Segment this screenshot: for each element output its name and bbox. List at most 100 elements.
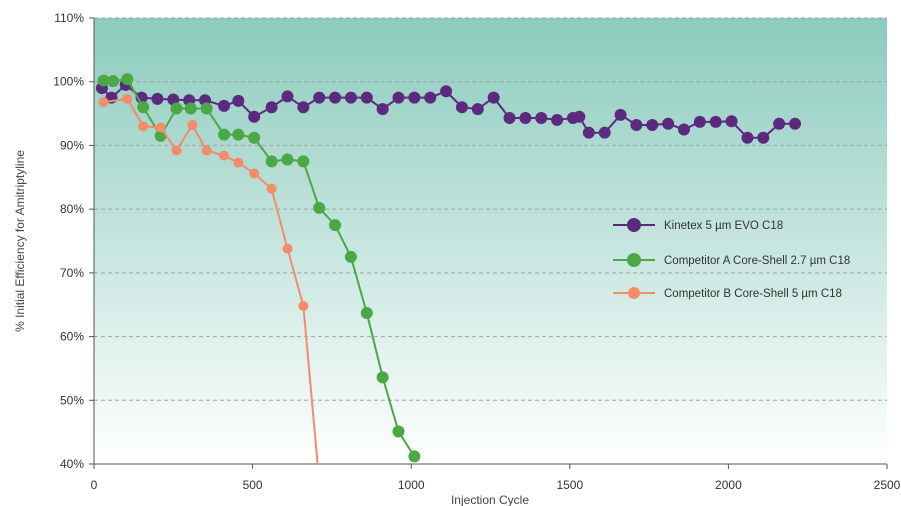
y-tick-label: 90% [60,138,84,152]
data-point [725,115,738,128]
y-tick-label: 110% [54,11,84,25]
axes [89,17,888,469]
data-point [219,150,230,161]
data-point [551,113,564,126]
data-point [376,371,389,384]
data-point [184,102,197,115]
data-point [360,306,373,319]
data-point [107,75,120,88]
data-point [329,91,342,104]
x-tick-label: 1000 [398,478,425,492]
x-tick-label: 500 [243,478,263,492]
data-point [297,155,310,168]
legend-marker [627,253,641,267]
data-point [201,145,212,156]
data-point [392,91,405,104]
y-tick-label: 60% [60,330,84,344]
data-point [187,120,198,131]
data-point [424,91,437,104]
data-point [360,91,373,104]
data-point [266,183,277,194]
data-point [773,117,786,130]
x-tick-label: 2000 [715,478,742,492]
data-point [232,94,245,107]
data-point [789,117,802,130]
data-point [741,131,754,144]
data-point [630,119,643,132]
data-point [329,219,342,232]
data-point [503,112,516,125]
data-point [265,101,278,114]
data-point [757,131,770,144]
data-point [265,155,278,168]
y-tick-label: 50% [60,393,84,407]
data-point [248,131,261,144]
data-point [232,128,245,141]
x-tick-label: 0 [91,478,98,492]
data-point [249,168,260,179]
data-point [392,425,405,438]
data-point [155,122,166,133]
gridlines [94,17,887,401]
y-tick-label: 40% [60,457,84,471]
y-tick-label: 80% [60,202,84,216]
series-3 [98,93,319,465]
data-point [471,103,484,116]
series-line [101,83,795,139]
data-point [440,85,453,98]
data-point [298,300,309,311]
data-point [535,112,548,125]
x-tick-labels: 0 500 1000 1500 2000 2500 [91,478,901,492]
data-point [200,102,213,115]
data-point [344,250,357,263]
data-point [297,101,310,114]
data-point [376,103,389,116]
x-axis-title: Injection Cycle [451,493,529,506]
data-point [281,90,294,103]
data-point [171,145,182,156]
legend: Kinetex 5 µm EVO C18 Competitor A Core-Sh… [613,218,850,300]
data-point [408,91,421,104]
legend-label: Kinetex 5 µm EVO C18 [664,220,783,232]
data-point [313,201,326,214]
data-point [170,102,183,115]
legend-label: Competitor A Core-Shell 2.7 µm C18 [664,255,850,267]
data-point [709,115,722,128]
data-point [313,91,326,104]
data-point [646,119,659,132]
data-point [248,110,261,123]
data-point [344,91,357,104]
plot-area [94,18,887,464]
data-point [662,117,675,130]
legend-marker [627,218,641,232]
y-tick-labels: 40% 50% 60% 70% 80% 90% 100% 110% [53,11,84,471]
data-point [98,97,109,108]
data-point [233,157,244,168]
data-point [282,243,293,254]
data-point [121,73,134,86]
x-tick-label: 1500 [556,478,583,492]
data-point [677,123,690,136]
data-point [487,91,500,104]
y-tick-label: 70% [60,266,84,280]
legend-marker [628,287,640,299]
y-axis-title: % Initial Efficiency for Amitriptyline [13,150,27,332]
legend-label: Competitor B Core-Shell 5 µm C18 [664,288,842,300]
data-point [582,126,595,139]
data-point [97,74,110,87]
y-tick-label: 100% [53,75,84,89]
data-point [614,108,627,121]
data-point [151,92,164,105]
data-point [137,101,150,114]
data-point [122,93,133,104]
data-point [218,99,231,112]
series-group [95,73,802,465]
data-point [455,101,468,114]
series-2 [97,73,421,463]
data-point [598,126,611,139]
x-tick-label: 2500 [874,478,901,492]
data-point [573,110,586,123]
data-point [519,112,532,125]
data-point [281,153,294,166]
